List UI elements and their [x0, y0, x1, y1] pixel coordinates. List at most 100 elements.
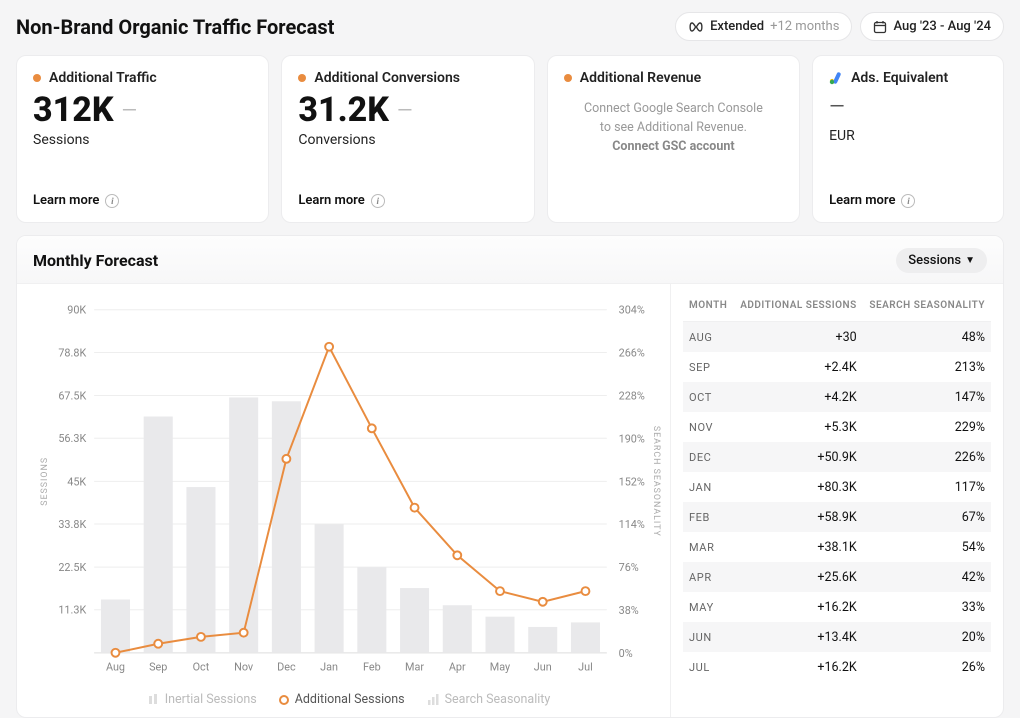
header-controls: Extended +12 months Aug '23 - Aug '24	[675, 12, 1004, 41]
card-title: Additional Revenue	[580, 70, 701, 86]
monthly-forecast-panel: Monthly Forecast Sessions ▼ 11.3K 22.5K 33…	[16, 235, 1004, 718]
info-icon: i	[901, 194, 915, 208]
cell-seasonality: 213%	[863, 352, 991, 382]
table-row: SEP+2.4K213%	[683, 352, 991, 382]
forecast-table: MONTH ADDITIONAL SESSIONS SEARCH SEASONA…	[671, 284, 1003, 717]
svg-text:56.3K: 56.3K	[58, 432, 86, 445]
learn-more-link[interactable]: Learn more i	[829, 193, 987, 208]
legend-additional[interactable]: Additional Sessions	[279, 692, 405, 707]
info-icon: i	[371, 194, 385, 208]
svg-text:11.3K: 11.3K	[58, 604, 86, 617]
extended-pill[interactable]: Extended +12 months	[675, 12, 852, 41]
calendar-icon	[873, 20, 887, 34]
revenue-placeholder: Connect Google Search Console to see Add…	[564, 100, 783, 156]
svg-text:114%: 114%	[619, 518, 645, 531]
placeholder-line: Connect Google Search Console	[564, 100, 783, 119]
svg-text:Jul: Jul	[578, 661, 593, 674]
svg-text:Dec: Dec	[277, 661, 296, 674]
metric-value: —	[829, 94, 987, 118]
svg-text:Mar: Mar	[405, 661, 424, 674]
table-row: AUG+3048%	[683, 322, 991, 353]
cell-month: MAY	[683, 592, 734, 622]
table-row: MAR+38.1K54%	[683, 532, 991, 562]
table-row: DEC+50.9K226%	[683, 442, 991, 472]
forecast-title: Monthly Forecast	[33, 251, 158, 270]
cell-seasonality: 42%	[863, 562, 991, 592]
cell-month: JAN	[683, 472, 734, 502]
svg-text:90K: 90K	[67, 304, 86, 317]
legend-label: Additional Sessions	[295, 692, 405, 707]
card-additional-traffic: Additional Traffic 312K — Sessions Learn…	[16, 55, 269, 223]
date-range-pill[interactable]: Aug '23 - Aug '24	[860, 12, 1004, 41]
table-row: FEB+58.9K67%	[683, 502, 991, 532]
cell-seasonality: 26%	[863, 652, 991, 682]
cell-sessions: +5.3K	[734, 412, 863, 442]
col-seasonality: SEARCH SEASONALITY	[863, 292, 991, 322]
cell-seasonality: 67%	[863, 502, 991, 532]
svg-text:304%: 304%	[619, 304, 645, 317]
chart-svg: 11.3K22.5K33.8K45K56.3K67.5K78.8K90K0%38…	[33, 294, 664, 688]
cell-sessions: +38.1K	[734, 532, 863, 562]
cell-month: JUL	[683, 652, 734, 682]
header-bar: Non-Brand Organic Traffic Forecast Exten…	[0, 0, 1020, 51]
learn-more-label: Learn more	[298, 193, 364, 208]
svg-text:22.5K: 22.5K	[58, 561, 86, 574]
col-sessions: ADDITIONAL SESSIONS	[734, 292, 863, 322]
cell-month: DEC	[683, 442, 734, 472]
dropdown-label: Sessions	[908, 253, 961, 268]
svg-text:190%: 190%	[619, 432, 645, 445]
card-title: Additional Traffic	[49, 70, 157, 86]
forecast-chart: 11.3K22.5K33.8K45K56.3K67.5K78.8K90K0%38…	[17, 284, 671, 717]
table-row: JUL+16.2K26%	[683, 652, 991, 682]
cell-sessions: +25.6K	[734, 562, 863, 592]
cell-month: APR	[683, 562, 734, 592]
cell-seasonality: 226%	[863, 442, 991, 472]
svg-text:33.8K: 33.8K	[58, 518, 86, 531]
svg-text:SEARCH SEASONALITY: SEARCH SEASONALITY	[651, 426, 661, 537]
cell-seasonality: 229%	[863, 412, 991, 442]
legend-marker-icon	[279, 695, 289, 705]
legend-seasonality[interactable]: Search Seasonality	[427, 692, 551, 707]
svg-text:Nov: Nov	[234, 661, 254, 674]
svg-text:Jun: Jun	[534, 661, 552, 674]
cell-sessions: +58.9K	[734, 502, 863, 532]
cell-seasonality: 54%	[863, 532, 991, 562]
card-additional-conversions: Additional Conversions 31.2K — Conversio…	[281, 55, 534, 223]
learn-more-label: Learn more	[33, 193, 99, 208]
card-ads-equivalent: Ads. Equivalent — EUR Learn more i	[812, 55, 1004, 223]
table-row: NOV+5.3K229%	[683, 412, 991, 442]
svg-text:228%: 228%	[619, 389, 645, 402]
table-row: JUN+13.4K20%	[683, 622, 991, 652]
cell-sessions: +16.2K	[734, 652, 863, 682]
svg-text:Aug: Aug	[106, 661, 125, 674]
svg-text:Apr: Apr	[449, 661, 466, 674]
metric-value: 31.2K	[298, 90, 389, 130]
cell-sessions: +30	[734, 322, 863, 353]
metric-sub: Conversions	[298, 132, 517, 148]
trend-dash-icon: —	[122, 98, 138, 122]
svg-text:May: May	[490, 661, 510, 674]
connect-gsc-link[interactable]: Connect GSC account	[564, 138, 783, 157]
extended-suffix: +12 months	[770, 19, 839, 34]
google-ads-icon	[829, 71, 843, 85]
dot-icon	[298, 74, 306, 82]
forecast-header: Monthly Forecast Sessions ▼	[17, 236, 1003, 284]
legend-inertial[interactable]: Inertial Sessions	[147, 692, 257, 707]
cell-sessions: +80.3K	[734, 472, 863, 502]
svg-text:Sep: Sep	[149, 661, 167, 674]
cell-month: SEP	[683, 352, 734, 382]
learn-more-link[interactable]: Learn more i	[298, 193, 517, 208]
svg-text:76%: 76%	[619, 561, 639, 574]
learn-more-link[interactable]: Learn more i	[33, 193, 252, 208]
cell-sessions: +16.2K	[734, 592, 863, 622]
svg-text:SESSIONS: SESSIONS	[40, 457, 50, 506]
card-title: Ads. Equivalent	[851, 70, 948, 86]
cell-seasonality: 117%	[863, 472, 991, 502]
card-title: Additional Conversions	[314, 70, 460, 86]
dot-icon	[33, 74, 41, 82]
metric-value: 312K	[33, 90, 114, 130]
page-title: Non-Brand Organic Traffic Forecast	[16, 15, 334, 39]
chevron-down-icon: ▼	[965, 255, 975, 266]
svg-text:Feb: Feb	[363, 661, 381, 674]
metric-dropdown[interactable]: Sessions ▼	[896, 248, 987, 273]
